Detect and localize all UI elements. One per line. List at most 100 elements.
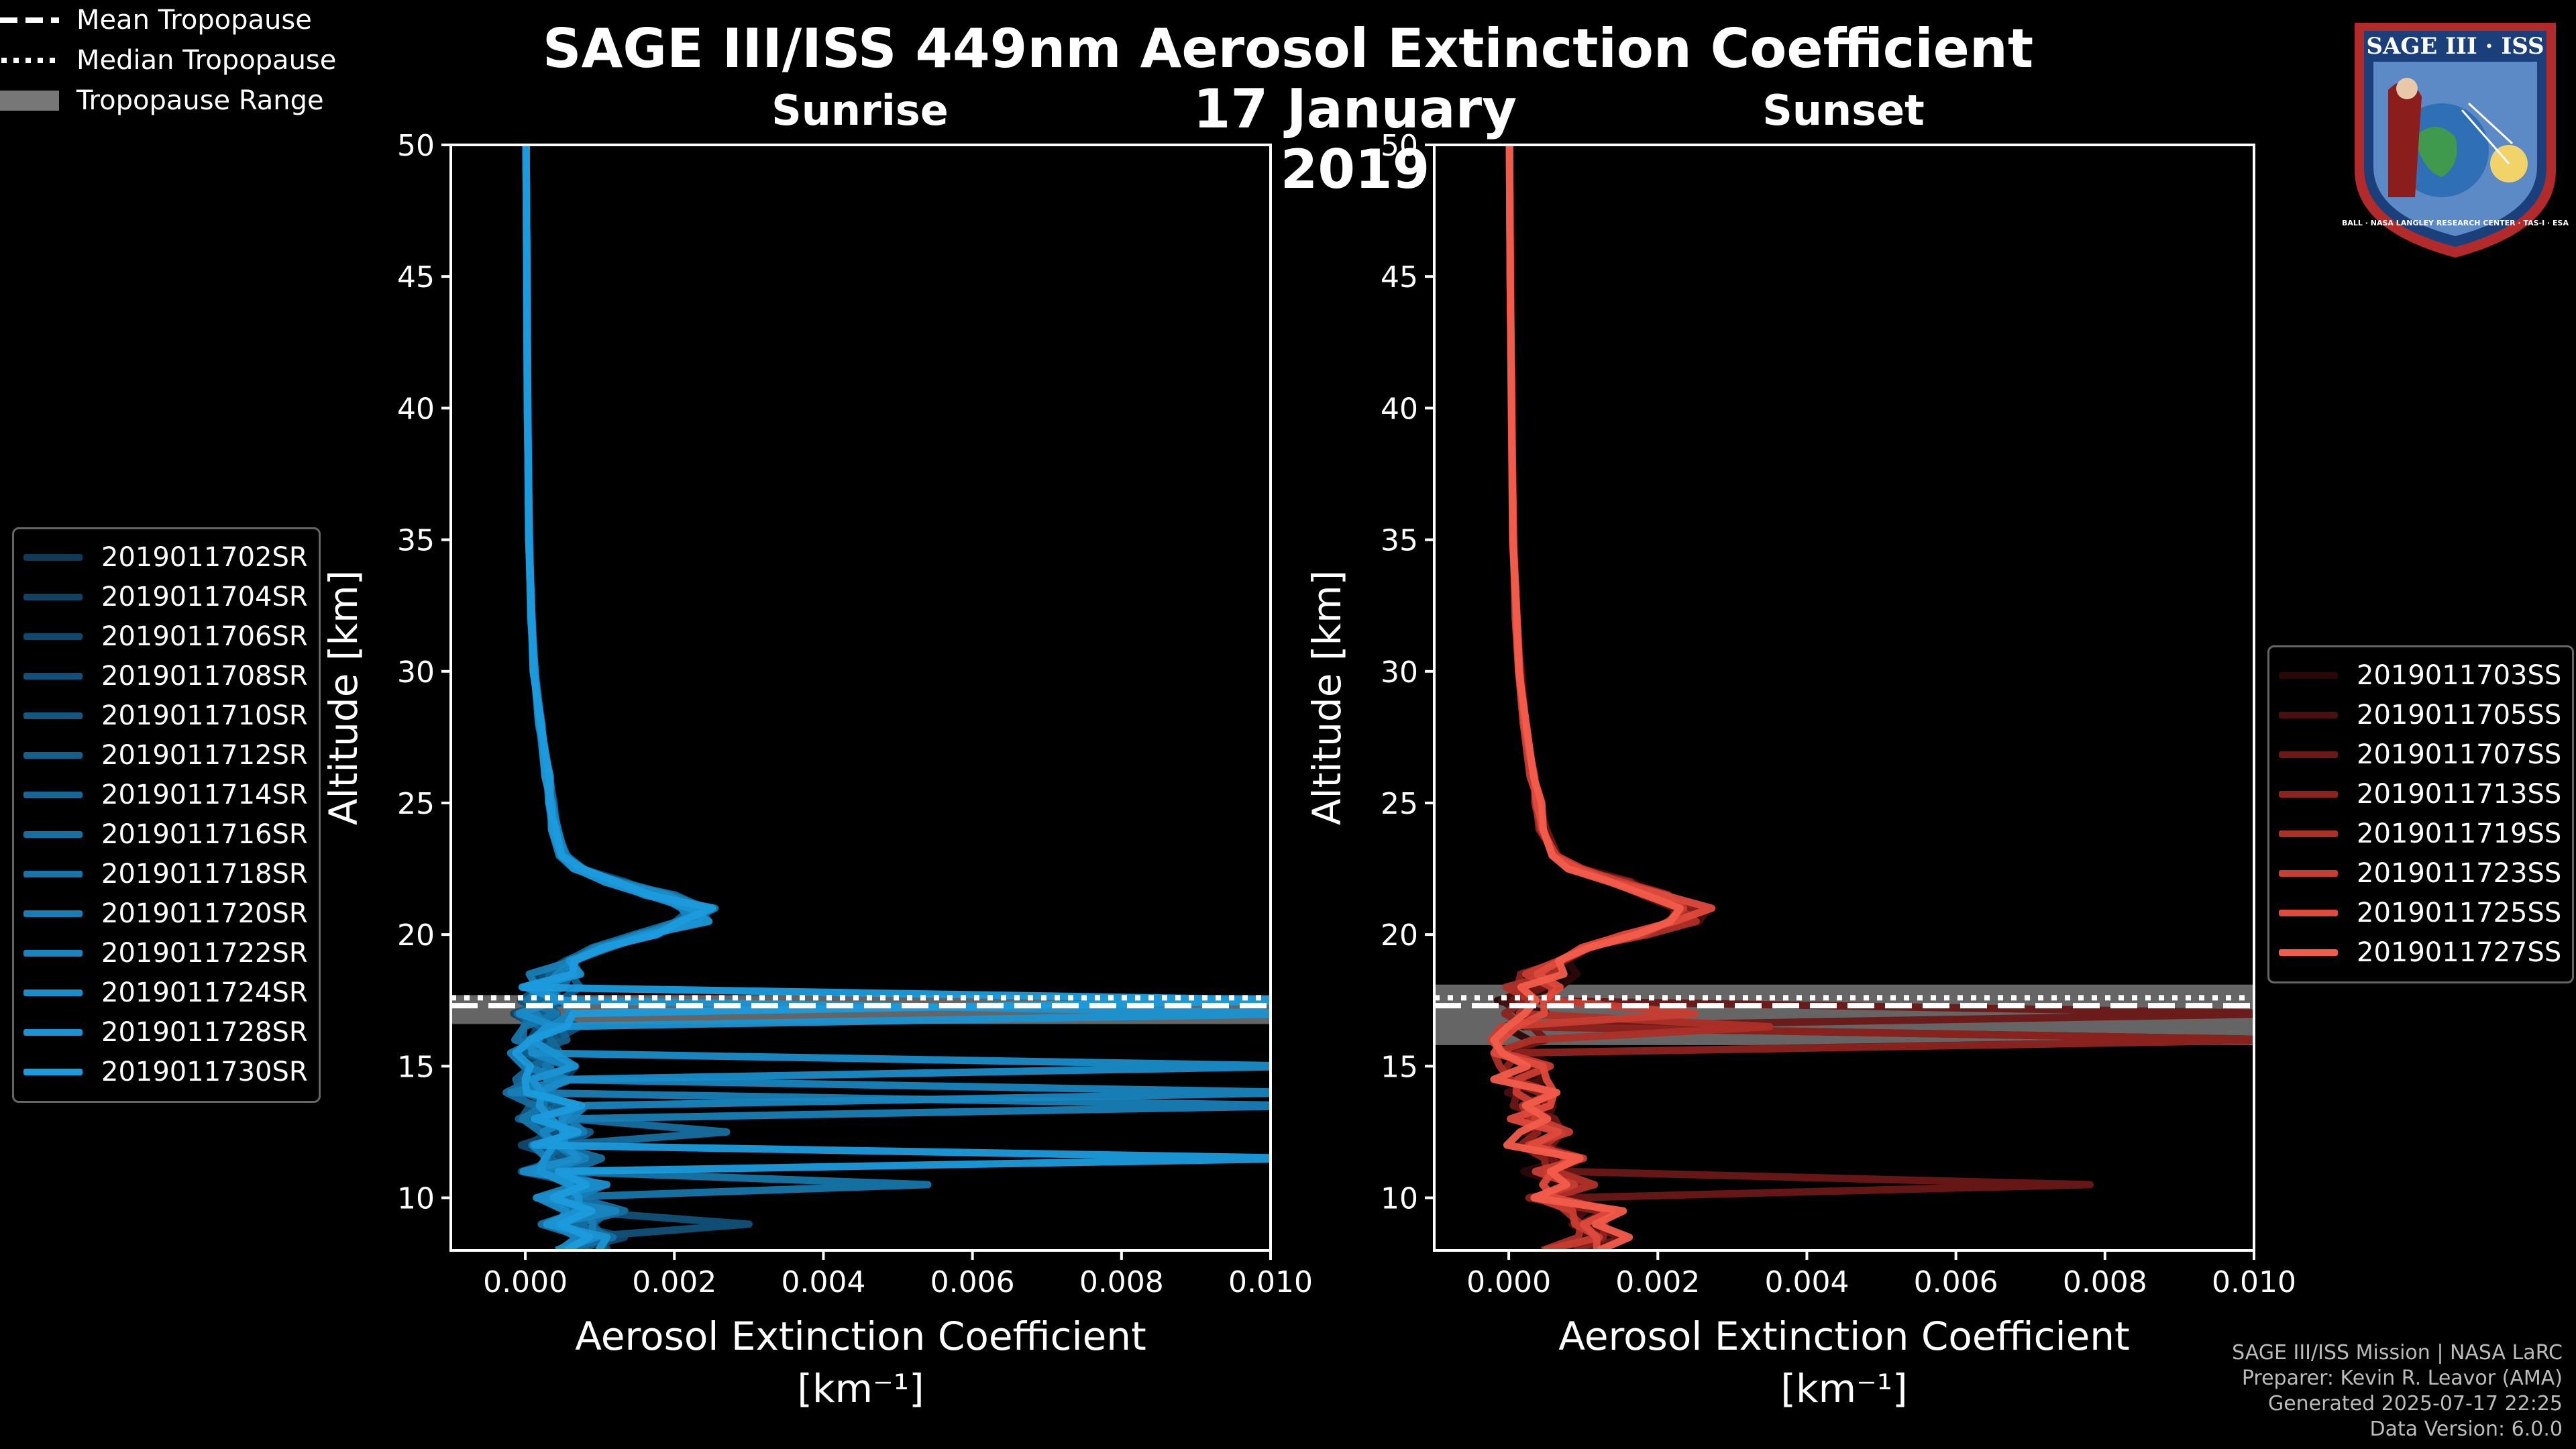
chart-date-title: 17 January 2019	[1193, 78, 1517, 201]
legend-item-2019011712SR: 2019011712SR	[23, 735, 308, 775]
x-axis-unit-sunset: [km⁻¹]	[1780, 1366, 1907, 1411]
legend-item-2019011703SS: 2019011703SS	[2279, 655, 2561, 695]
footer-version: Data Version: 6.0.0	[2369, 1417, 2563, 1441]
panel-title-sunset: Sunset	[1762, 86, 1925, 135]
x-tick-label-sunset-5: 0.010	[2212, 1265, 2296, 1299]
legend-item-median: Median Tropopause	[0, 40, 2576, 80]
legend-label: 2019011707SS	[2357, 739, 2562, 770]
x-tick-label-sunrise-1: 0.002	[632, 1265, 716, 1299]
plot-area-sunset	[1434, 145, 2254, 1250]
footer-preparer: Preparer: Kevin R. Leavor (AMA)	[2241, 1366, 2563, 1390]
legend-swatch	[23, 553, 83, 561]
series-line-2019011707SS	[1495, 145, 2254, 1250]
y-tick-label-sunrise-0: 10	[397, 1182, 435, 1216]
legend-swatch	[23, 751, 83, 759]
legend-item-2019011723SS: 2019011723SS	[2279, 853, 2561, 893]
legend-sunset: 2019011703SS 2019011705SS 2019011707SS 2019…	[2267, 645, 2575, 983]
y-tick-label-sunset-4: 30	[1381, 655, 1418, 690]
x-tick-label-sunset-4: 0.008	[2063, 1265, 2147, 1299]
legend-item-2019011707SS: 2019011707SS	[2279, 735, 2561, 774]
x-tick-label-sunset-3: 0.006	[1914, 1265, 1998, 1299]
y-tick-label-sunset-5: 35	[1381, 524, 1418, 558]
legend-item-2019011713SS: 2019011713SS	[2279, 774, 2561, 814]
legend-swatch	[23, 593, 83, 600]
x-axis-label-sunset: Aerosol Extinction Coefficient	[1558, 1313, 2130, 1359]
legend-swatch	[23, 633, 83, 640]
y-tick-label-sunrise-7: 45	[397, 260, 435, 294]
dashed-line-swatch	[0, 17, 59, 23]
legend-tropopause: Mean Tropopause Median Tropopause Tropop…	[0, 0, 2576, 121]
legend-label-mean: Mean Tropopause	[76, 5, 312, 36]
x-tick-label-sunset-1: 0.002	[1615, 1265, 1700, 1299]
x-tick-label-sunset-2: 0.004	[1764, 1265, 1849, 1299]
x-tick-label-sunrise-0: 0.000	[483, 1265, 568, 1299]
legend-swatch	[2279, 672, 2338, 679]
legend-item-2019011722SR: 2019011722SR	[23, 933, 308, 973]
legend-item-2019011708SR: 2019011708SR	[23, 656, 308, 696]
legend-item-range: Tropopause Range	[0, 80, 2576, 121]
legend-label: 2019011714SR	[101, 779, 308, 810]
legend-label: 2019011716SR	[101, 818, 308, 850]
x-tick-label-sunrise-3: 0.006	[930, 1265, 1015, 1299]
y-tick-label-sunset-8: 50	[1381, 129, 1418, 163]
legend-label: 2019011720SR	[101, 898, 308, 929]
legend-label: 2019011718SR	[101, 858, 308, 890]
legend-label: 2019011722SR	[101, 937, 308, 969]
legend-label: 2019011719SS	[2357, 818, 2562, 849]
legend-swatch	[23, 949, 83, 957]
legend-label-range: Tropopause Range	[76, 85, 324, 116]
y-tick-label-sunrise-2: 20	[397, 918, 435, 953]
legend-sunrise: 2019011702SR 2019011704SR 2019011706SR 2019…	[12, 527, 321, 1103]
legend-item-2019011718SR: 2019011718SR	[23, 854, 308, 894]
legend-item-2019011714SR: 2019011714SR	[23, 775, 308, 814]
y-tick-label-sunset-0: 10	[1381, 1182, 1418, 1216]
x-tick-label-sunrise-4: 0.008	[1079, 1265, 1164, 1299]
legend-item-2019011724SR: 2019011724SR	[23, 973, 308, 1012]
y-tick-label-sunrise-5: 35	[397, 524, 435, 558]
series-line-2019011730SR	[512, 145, 1271, 1250]
legend-swatch	[2279, 869, 2338, 877]
y-axis-label-sunrise: Altitude [km]	[321, 570, 366, 825]
panel-sunrise: 0.000 0.002 0.004 0.006 0.008 0.010 10 15 20 25 30…	[321, 129, 1313, 1411]
legend-item-2019011727SS: 2019011727SS	[2279, 932, 2561, 972]
legend-swatch	[23, 870, 83, 877]
legend-swatch	[23, 989, 83, 996]
legend-item-2019011728SR: 2019011728SR	[23, 1012, 308, 1052]
legend-item-2019011705SS: 2019011705SS	[2279, 695, 2561, 735]
y-tick-label-sunrise-6: 40	[397, 392, 435, 426]
legend-swatch	[23, 1068, 83, 1075]
y-tick-label-sunrise-1: 15	[397, 1050, 435, 1084]
legend-item-2019011704SR: 2019011704SR	[23, 577, 308, 616]
legend-item-2019011725SS: 2019011725SS	[2279, 893, 2561, 932]
legend-swatch	[23, 830, 83, 838]
y-tick-label-sunrise-4: 30	[397, 655, 435, 690]
legend-label: 2019011703SS	[2357, 659, 2562, 691]
legend-item-2019011710SR: 2019011710SR	[23, 696, 308, 735]
panel-sunset: 0.000 0.002 0.004 0.006 0.008 0.010 10 15 20 25 30…	[1304, 129, 2296, 1411]
y-tick-label-sunset-3: 25	[1381, 787, 1418, 821]
logo-ring-text: BALL · NASA LANGLEY RESEARCH CENTER · TA…	[2342, 219, 2569, 227]
footer-mission: SAGE III/ISS Mission | NASA LaRC	[2232, 1341, 2563, 1364]
logo-text: SAGE III · ISS	[2366, 33, 2544, 60]
chart-title: SAGE III/ISS 449nm Aerosol Extinction Co…	[542, 17, 2034, 80]
legend-item-2019011706SR: 2019011706SR	[23, 616, 308, 656]
legend-item-2019011720SR: 2019011720SR	[23, 894, 308, 933]
legend-label: 2019011723SS	[2357, 857, 2562, 889]
legend-label: 2019011706SR	[101, 621, 308, 652]
legend-swatch	[23, 910, 83, 917]
legend-swatch	[23, 672, 83, 680]
legend-label: 2019011704SR	[101, 581, 308, 612]
legend-label-median: Median Tropopause	[76, 45, 337, 76]
x-tick-label-sunrise-5: 0.010	[1228, 1265, 1313, 1299]
legend-item-2019011702SR: 2019011702SR	[23, 537, 308, 577]
legend-item-2019011719SS: 2019011719SS	[2279, 814, 2561, 853]
series-line-2019011727SS	[1490, 145, 1684, 1250]
range-swatch	[0, 91, 59, 111]
legend-label: 2019011728SR	[101, 1016, 308, 1048]
legend-label: 2019011725SS	[2357, 897, 2562, 928]
legend-label: 2019011702SR	[101, 541, 308, 573]
y-tick-label-sunrise-3: 25	[397, 787, 435, 821]
legend-item-2019011730SR: 2019011730SR	[23, 1052, 308, 1091]
legend-swatch	[2279, 830, 2338, 837]
